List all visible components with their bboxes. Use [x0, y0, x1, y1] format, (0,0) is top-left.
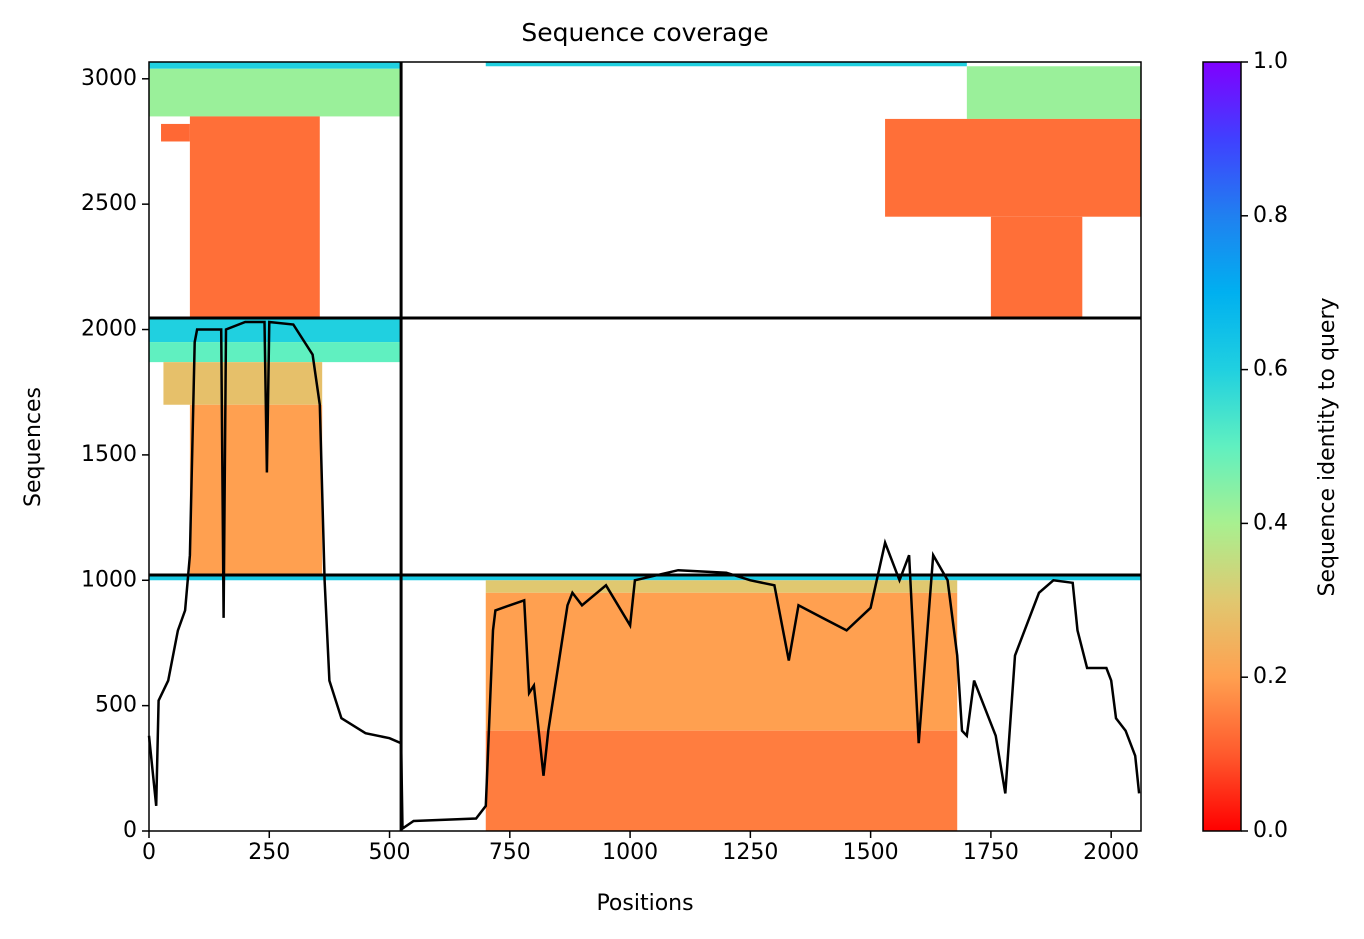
colorbar-tick-label: 0.8	[1253, 203, 1288, 228]
x-tick-label: 0	[142, 840, 156, 865]
colorbar-label: Sequence identity to query	[1315, 297, 1340, 596]
coverage-block	[189, 404, 323, 576]
x-axis-label: Positions	[596, 891, 693, 916]
chart-title: Sequence coverage	[521, 18, 768, 47]
y-tick-label: 1500	[81, 442, 137, 467]
coverage-block	[885, 118, 1141, 217]
x-tick-label: 1000	[602, 840, 658, 865]
x-tick-label: 2000	[1083, 840, 1139, 865]
coverage-line	[147, 320, 1141, 831]
coverage-block	[485, 592, 958, 731]
coverage-block	[149, 62, 402, 69]
x-tick-label: 1250	[722, 840, 778, 865]
x-tick-label: 250	[248, 840, 290, 865]
coverage-block	[485, 62, 967, 67]
coverage-block	[485, 580, 958, 593]
y-tick-label: 2500	[81, 191, 137, 216]
coverage-block	[149, 68, 402, 117]
y-tick-label: 2000	[81, 317, 137, 342]
x-tick-label: 1500	[843, 840, 899, 865]
coverage-block	[189, 116, 320, 318]
y-tick-label: 500	[95, 693, 137, 718]
coverage-block	[966, 66, 1141, 119]
x-tick-label: 750	[489, 840, 531, 865]
coverage-block	[163, 362, 323, 405]
colorbar-tick-label: 0.6	[1253, 357, 1288, 382]
x-tick-label: 500	[369, 840, 411, 865]
y-tick-label: 1000	[81, 567, 137, 592]
coverage-block	[990, 216, 1083, 318]
coverage-block	[161, 123, 190, 142]
colorbar-tick-label: 1.0	[1253, 49, 1288, 74]
x-tick-label: 1750	[963, 840, 1019, 865]
colorbar-tick-label: 0.2	[1253, 664, 1288, 689]
plot-frame	[148, 61, 1142, 832]
coverage-block	[149, 342, 402, 363]
y-tick-label: 0	[123, 818, 137, 843]
colorbar-tick-label: 0.0	[1253, 818, 1288, 843]
coverage-block	[485, 730, 958, 831]
colorbar	[1202, 61, 1242, 832]
y-tick-label: 3000	[81, 66, 137, 91]
colorbar-tick-label: 0.4	[1253, 510, 1288, 535]
y-axis-label: Sequences	[21, 387, 46, 507]
